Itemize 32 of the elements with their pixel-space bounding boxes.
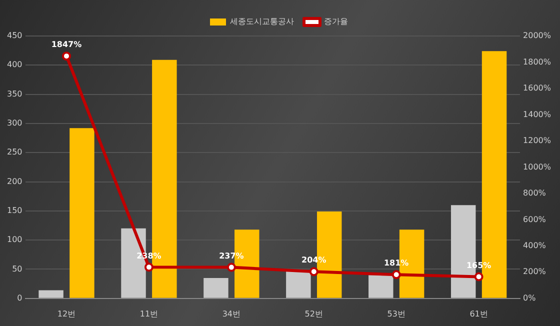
y-tick-label: 250	[6, 148, 22, 157]
y2-tick-label: 1200%	[523, 136, 552, 146]
data-label: 1847%	[51, 40, 82, 50]
legend-label: 세종도시교통공사	[230, 17, 294, 26]
y2-tick-label: 1800%	[523, 57, 552, 66]
y2-tick-label: 1600%	[523, 84, 552, 93]
y2-tick-label: 0%	[523, 293, 536, 302]
x-tick-label: 11번	[140, 309, 158, 318]
x-tick-label: 53번	[387, 309, 406, 318]
y-tick-label: 450	[6, 31, 22, 40]
y-tick-label: 0	[17, 293, 22, 302]
x-tick-label: 12번	[57, 309, 76, 318]
y2-tick-label: 1400%	[523, 110, 552, 119]
y2-tick-label: 200%	[523, 267, 546, 276]
legend-label: 증가율	[324, 17, 348, 26]
data-label: 165%	[466, 260, 492, 270]
x-tick-label: 61번	[470, 309, 488, 318]
y-tick-label: 200	[6, 176, 22, 186]
data-label: 238%	[136, 251, 162, 260]
x-tick-label: 52번	[304, 309, 323, 318]
y-tick-label: 300	[6, 118, 22, 128]
y2-tick-label: 600%	[523, 214, 546, 224]
y2-tick-label: 800%	[523, 188, 546, 198]
y-tick-label: 150	[6, 206, 22, 216]
y-tick-label: 350	[6, 89, 22, 98]
y-tick-label: 100	[6, 235, 22, 244]
y2-tick-label: 400%	[523, 241, 546, 250]
y-tick-label: 50	[12, 264, 22, 274]
y2-tick-label: 1000%	[523, 162, 552, 172]
x-tick-label: 34번	[222, 309, 241, 318]
y2-tick-label: 2000%	[523, 31, 552, 40]
y-tick-label: 400	[6, 60, 22, 70]
